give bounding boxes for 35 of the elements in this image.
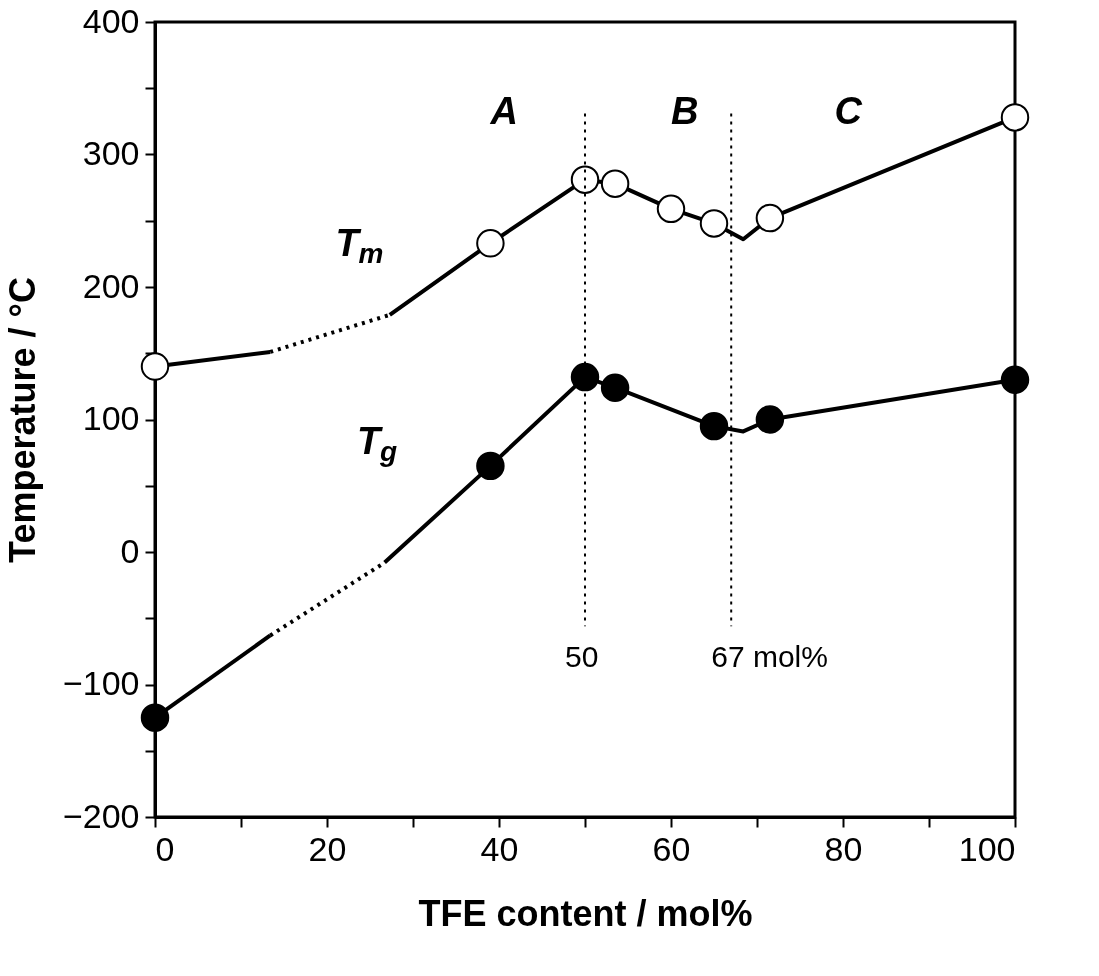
y-tick-label: 400 [82, 1, 140, 40]
point [755, 203, 785, 233]
point [476, 451, 505, 481]
point [1000, 103, 1030, 132]
point [699, 411, 729, 441]
y-tick-label: 300 [82, 134, 140, 172]
point [140, 352, 170, 381]
point [600, 169, 630, 198]
x-axis-title: TFE content / mol% [418, 892, 753, 934]
annotation: C [834, 90, 863, 133]
y-tick-label: 0 [120, 531, 140, 570]
y-tick-label: 200 [82, 266, 140, 305]
point [1000, 365, 1030, 394]
ref-line-label: 67 mol% [711, 640, 828, 673]
x-tick-label: 20 [308, 829, 347, 868]
x-tick-label: 40 [480, 829, 519, 868]
x-tick-label: 0 [155, 829, 175, 868]
annotation: B [671, 90, 699, 133]
y-axis-title: Temperature / °C [1, 277, 43, 563]
point [476, 229, 505, 258]
x-tick-label: 60 [652, 829, 691, 868]
y-tick-label: 100 [82, 399, 140, 437]
annotation: A [489, 90, 518, 133]
point [140, 703, 170, 732]
y-tick-label: −100 [62, 664, 140, 702]
y-tick-label: −200 [62, 796, 140, 835]
point [600, 373, 630, 402]
point [699, 209, 729, 238]
ref-line-label: 50 [565, 640, 599, 673]
x-tick-label: 80 [824, 829, 863, 868]
point [570, 165, 600, 194]
point [570, 362, 600, 392]
point [755, 405, 785, 434]
point [656, 194, 686, 224]
x-tick-label: 100 [958, 829, 1016, 868]
